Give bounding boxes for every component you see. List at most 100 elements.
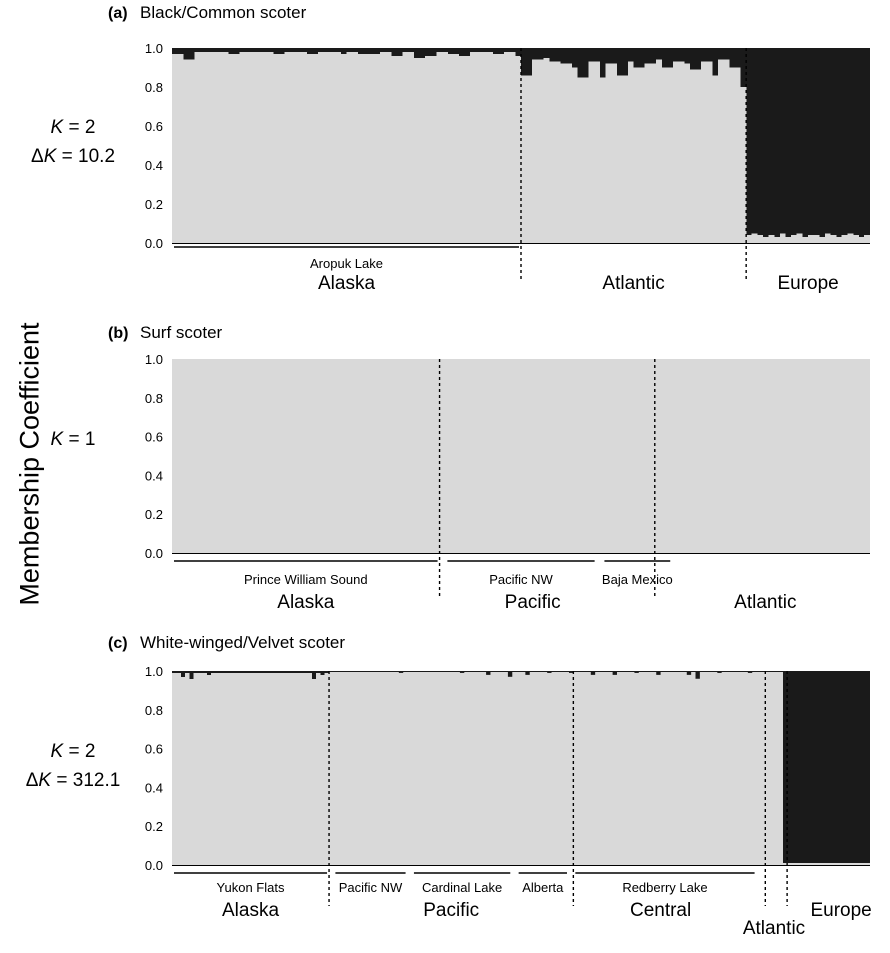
individual-bar <box>200 359 208 553</box>
individual-bar <box>813 863 818 865</box>
individual-bar <box>660 359 667 553</box>
individual-bar <box>538 671 543 865</box>
individual-bar <box>212 359 219 553</box>
individual-bar <box>387 359 394 553</box>
individual-bar <box>324 672 330 865</box>
individual-bar <box>741 359 748 553</box>
y-tick-label: 0.2 <box>145 197 163 212</box>
individual-bar <box>456 359 463 553</box>
individual-bar <box>195 359 202 553</box>
individual-bar <box>800 863 805 865</box>
sample-site-label: Cardinal Lake <box>422 880 502 895</box>
individual-bar <box>584 359 591 553</box>
individual-bar <box>673 671 679 865</box>
individual-bar <box>437 671 443 865</box>
delta-k-label: ΔK = 312.1 <box>26 770 121 791</box>
individual-bar <box>419 57 426 243</box>
individual-bar <box>228 53 235 243</box>
individual-bar <box>571 67 578 243</box>
panel-title: Surf scoter <box>140 323 223 342</box>
individual-bar <box>233 53 240 243</box>
panel-letter: (c) <box>108 635 128 652</box>
individual-bar <box>664 671 670 865</box>
individual-bar <box>817 359 824 553</box>
individual-bar <box>577 77 584 243</box>
individual-bar <box>451 671 456 865</box>
individual-bar <box>329 51 336 244</box>
individual-bar <box>689 69 696 243</box>
y-tick-label: 1.0 <box>145 664 163 679</box>
individual-bar <box>672 61 679 244</box>
individual-bar <box>294 672 299 865</box>
individual-bar <box>380 51 387 244</box>
individual-bar <box>717 59 724 244</box>
individual-bar <box>525 671 530 865</box>
individual-bar <box>402 51 409 244</box>
individual-bar <box>459 671 465 865</box>
individual-bar <box>462 359 469 553</box>
individual-bar <box>411 671 417 865</box>
individual-bar <box>219 672 225 865</box>
region-label: Pacific <box>423 900 479 921</box>
individual-bar <box>470 51 477 244</box>
individual-bar <box>416 671 421 865</box>
individual-bar <box>564 671 570 865</box>
individual-bar <box>526 359 533 553</box>
individual-bar <box>706 359 714 553</box>
individual-bar <box>416 359 423 553</box>
individual-bar <box>433 359 440 553</box>
individual-bar <box>337 671 343 865</box>
individual-bar <box>241 672 247 865</box>
individual-bar <box>595 671 600 865</box>
individual-bar <box>312 53 319 243</box>
region-label: Europe <box>777 273 838 294</box>
individual-bar-dip <box>459 671 465 673</box>
individual-bar <box>579 359 586 553</box>
individual-bar <box>602 359 609 553</box>
k-value-label: K = 1 <box>51 429 96 450</box>
individual-bar <box>612 671 618 865</box>
individual-bar <box>811 359 818 553</box>
individual-bar <box>334 359 341 553</box>
individual-bar <box>189 359 196 553</box>
individual-bar <box>352 359 359 553</box>
individual-bar <box>712 359 719 553</box>
y-tick-label: 0.4 <box>145 468 163 483</box>
individual-bar <box>682 671 687 865</box>
individual-bar <box>690 671 696 865</box>
individual-bar <box>404 359 411 553</box>
region-label: Atlantic <box>734 592 796 613</box>
individual-bar <box>613 359 621 553</box>
individual-bar-dip <box>398 671 404 673</box>
y-tick-label: 0.4 <box>145 780 163 795</box>
individual-bar <box>424 671 430 865</box>
individual-bar <box>616 671 622 865</box>
individual-bar <box>515 55 522 243</box>
individual-bar <box>241 359 248 553</box>
individual-bar <box>565 63 572 243</box>
individual-bar <box>672 359 679 553</box>
individual-bar <box>808 863 814 865</box>
individual-bar-dip <box>507 671 513 677</box>
y-tick-label: 0.8 <box>145 703 163 718</box>
individual-bar <box>625 359 632 553</box>
individual-bar <box>394 671 399 865</box>
individual-bar <box>730 359 737 553</box>
individual-bar <box>520 671 526 865</box>
sample-site-label: Alberta <box>522 880 564 895</box>
individual-bar <box>340 359 347 553</box>
individual-bar <box>259 672 264 865</box>
individual-bar <box>311 359 318 553</box>
individual-bar <box>708 671 714 865</box>
individual-bar <box>357 53 364 243</box>
individual-bar <box>515 359 522 553</box>
individual-bar <box>445 359 452 553</box>
individual-bar <box>701 359 708 553</box>
individual-bar <box>408 51 415 244</box>
panel-title: White-winged/Velvet scoter <box>140 633 345 652</box>
individual-bar <box>420 671 426 865</box>
individual-bar <box>610 63 617 243</box>
individual-bar <box>468 359 475 553</box>
individual-bar <box>683 359 690 553</box>
individual-bar <box>341 671 347 865</box>
